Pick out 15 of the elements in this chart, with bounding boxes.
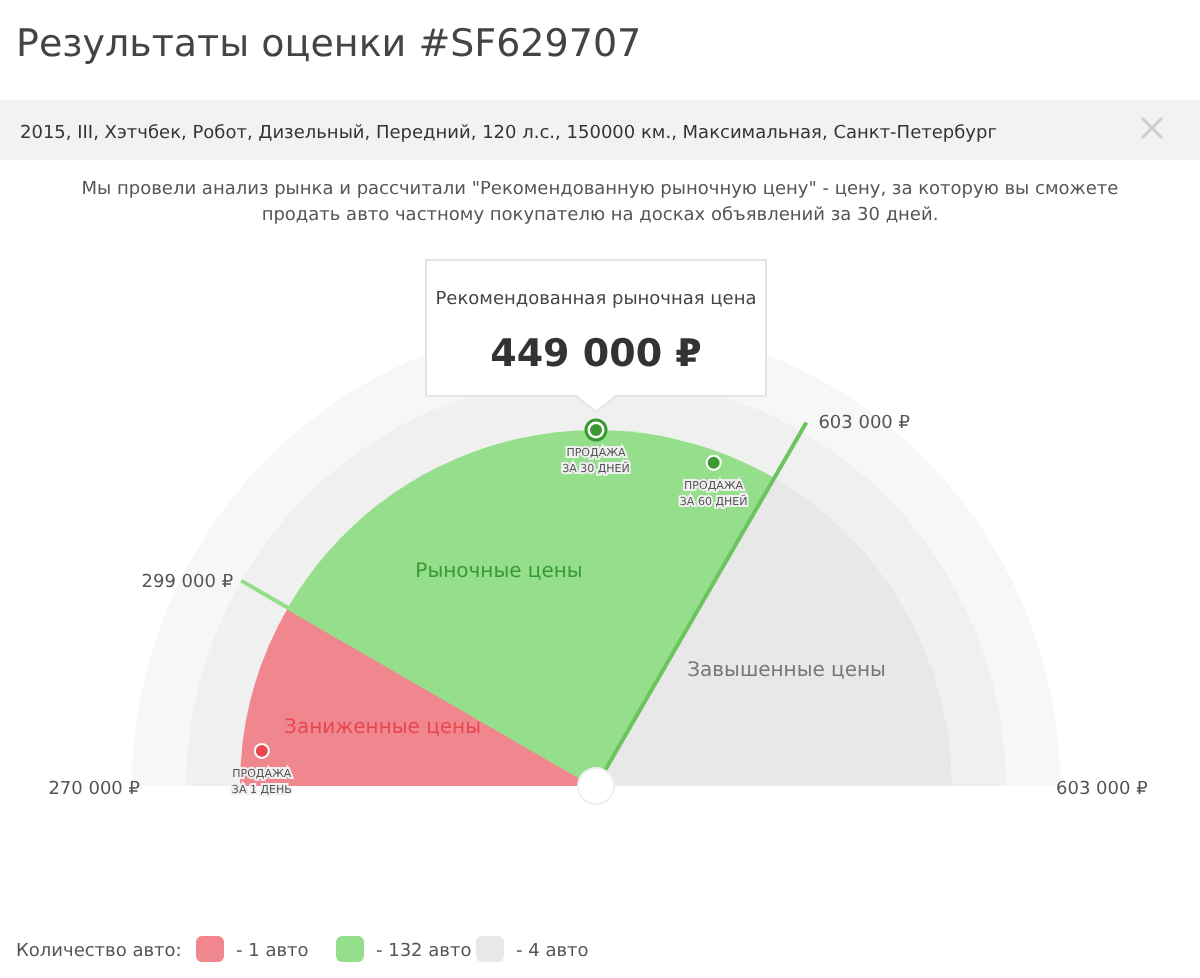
text: 2015, III, Хэтчбек, Робот, Дизельный, Передний, 120 л.с., 150000 км., Максимальная, Санкт-Петербург — [20, 124, 998, 144]
slice-label: Завышенные цены — [687, 660, 887, 683]
chart-subtitle: Мы провели анализ рынка и рассчитали "Рекомендованную рыночную цену" - цену, за которую вы сможете продать авто частному покупателю на досках объявлений за 30 дней. — [81, 180, 1120, 226]
text: Количество авто: — [16, 942, 182, 962]
text: 270 000 ₽ — [48, 780, 141, 800]
text: - 1 авто — [236, 942, 310, 962]
text: 603 000 ₽ — [1056, 780, 1149, 800]
callout-box: Рекомендованная рыночная цена 449 000 ₽ — [425, 259, 767, 414]
text: 603 000 ₽ — [818, 414, 911, 435]
chart-title: Результаты оценки #SF629707 — [16, 22, 642, 66]
text: 299 000 ₽ — [141, 572, 234, 593]
text: - 4 авто — [516, 942, 590, 962]
slice-label: Рыночные цены — [415, 561, 583, 584]
text: - 132 авто — [376, 942, 473, 962]
slice-label: Заниженные цены — [284, 716, 482, 739]
